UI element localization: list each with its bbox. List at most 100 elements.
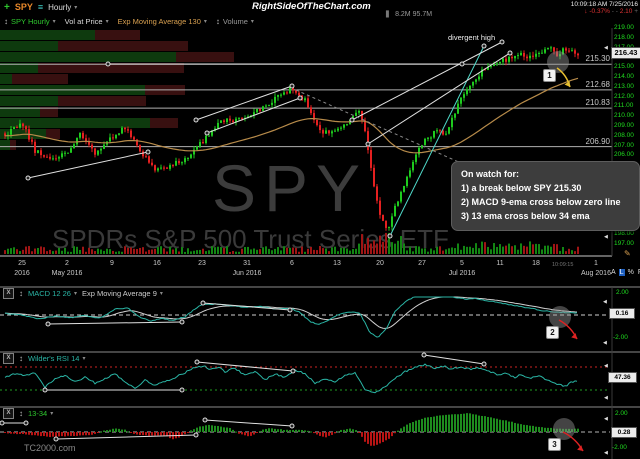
price-axis-label: 206.00 <box>614 151 634 159</box>
sr-level-label: 206.90 <box>585 136 610 146</box>
macd-dropdown[interactable]: MACD 12 26 ▾ <box>28 289 77 298</box>
add-symbol-icon[interactable]: + <box>4 1 10 13</box>
sr-level-label: 210.83 <box>585 98 610 108</box>
axis-marker-icon: ◀ <box>604 234 608 240</box>
tc2000-watermark: TC2000.com <box>24 443 76 453</box>
change-percent: -0.37% <box>589 8 610 15</box>
chevron-down-icon: ▾ <box>52 18 56 25</box>
resize-icon: ↕ <box>19 289 23 298</box>
scale-buttons: A L% F <box>610 269 640 276</box>
rsi-panel-header: X ↕ Wilder's RSI 14 ▾ <box>3 353 85 364</box>
indicator-bar: ↕ SPY Hourly ▾ Vol at Price ▾ Exp Moving… <box>0 14 254 28</box>
axis-marker-icon: ◀ <box>604 45 608 51</box>
macd-axis-bottom: -2.00 <box>613 334 628 341</box>
annotation-badge-3[interactable]: 3 <box>548 438 561 451</box>
divergent-high-annotation[interactable]: divergent high <box>448 33 496 42</box>
rsi-dropdown[interactable]: Wilder's RSI 14 ▾ <box>28 354 86 363</box>
date-tick: 31 <box>243 260 251 267</box>
annotation-badge-2[interactable]: 2 <box>546 326 559 339</box>
date-tick: 16 <box>153 260 161 267</box>
chevron-down-icon: ▾ <box>73 291 77 297</box>
callout-line: 3) 13 ema cross below 34 ema <box>461 210 590 221</box>
chevron-down-icon: ▾ <box>203 18 207 25</box>
macd-value-box: 0.16 <box>609 308 635 319</box>
date-tick: 11 <box>496 260 504 267</box>
date-month-label: May 2016 <box>51 270 83 277</box>
candle-icon: ▋ <box>386 12 391 18</box>
date-tick: 2 <box>65 260 69 267</box>
resize-icon: ↕ <box>19 354 23 363</box>
price-axis-label: 212.00 <box>614 92 634 100</box>
date-month-label: Aug 2016 <box>581 270 611 277</box>
macd-panel-header: X ↕ MACD 12 26 ▾ Exp Moving Average 9 ▾ <box>3 288 163 299</box>
price-axis-label: 209.00 <box>614 122 634 129</box>
chevron-down-icon: ▾ <box>105 18 109 25</box>
close-icon[interactable]: X <box>3 408 14 419</box>
date-month-label: Jun 2016 <box>232 270 262 277</box>
axis-marker-icon: ◀ <box>604 395 608 401</box>
ema130-dropdown[interactable]: Exp Moving Average 130 ▾ <box>117 16 207 26</box>
down-arrow-icon: ↓ <box>584 8 588 15</box>
watch-note-callout[interactable]: On watch for: 1) a break below SPY 215.3… <box>451 161 640 231</box>
site-watermark: RightSideOfTheChart.com <box>252 1 371 12</box>
macd-axis-top: 2.00 <box>616 289 629 296</box>
date-tick: 23 <box>198 260 206 267</box>
callout-line: On watch for: <box>461 169 519 179</box>
period-dropdown[interactable]: Hourly ▾ <box>48 2 78 12</box>
callout-line: 2) MACD 9-ema cross below zero line <box>461 196 621 207</box>
price-axis-label: 218.00 <box>614 33 634 41</box>
symbol-watermark: SPY <box>212 151 369 225</box>
price-axis-label: 213.00 <box>614 82 634 90</box>
list-icon[interactable]: ≡ <box>37 2 44 12</box>
price-axis-label: 208.00 <box>614 131 634 139</box>
clock: 10:09:18 AM 7/25/2016 <box>570 1 638 8</box>
price-axis-label: 210.00 <box>614 112 634 120</box>
scale-button-%[interactable]: % <box>627 269 634 276</box>
vol-at-price-dropdown[interactable]: Vol at Price ▾ <box>64 16 109 26</box>
date-month-label: 2016 <box>14 270 30 277</box>
pencil-icon[interactable]: ✎ <box>624 249 631 258</box>
price-axis-label: 214.00 <box>614 73 634 80</box>
current-price-box: 216.43 <box>611 47 640 59</box>
date-tick: 18 <box>532 260 540 267</box>
volume-dropdown[interactable]: ↕ Volume ▾ <box>215 16 254 26</box>
axis-marker-icon: ◀ <box>604 416 608 422</box>
close-icon[interactable]: X <box>3 288 14 299</box>
date-tick: 9 <box>110 260 114 267</box>
symbol-label[interactable]: SPY <box>14 2 33 12</box>
date-tick: 1 <box>594 260 598 267</box>
change-value: 2.10 <box>619 8 633 15</box>
rsi-value-box: 47.36 <box>608 372 637 383</box>
diff-axis-bottom: -2.00 <box>612 444 627 451</box>
scale-button-F[interactable]: F <box>637 269 640 276</box>
ema-diff-dropdown[interactable]: 13-34 ▾ <box>28 409 54 418</box>
date-tick: 13 <box>333 260 341 267</box>
toolbar: + SPY ≡ Hourly ▾ <box>0 0 77 14</box>
volume-stats: ▋ 8.2M 95.7M <box>386 11 433 18</box>
axis-marker-icon: ◀ <box>603 340 607 346</box>
price-axis-label: 211.00 <box>614 102 634 110</box>
price-axis-label: 207.00 <box>614 141 634 149</box>
close-icon[interactable]: X <box>3 353 14 364</box>
chevron-down-icon: ▾ <box>74 4 78 11</box>
price-axis-label: 215.00 <box>614 63 634 71</box>
chart-series-dropdown[interactable]: ↕ SPY Hourly ▾ <box>4 16 56 26</box>
price-axis-label: 197.00 <box>614 239 634 247</box>
ema-diff-panel-header: X ↕ 13-34 ▾ <box>3 408 53 419</box>
annotation-badge-1[interactable]: 1 <box>543 69 556 82</box>
date-tick: 27 <box>418 260 426 267</box>
diff-axis-top: 2.00 <box>615 410 628 417</box>
date-month-label: Jul 2016 <box>448 270 476 277</box>
price-axis-label: 198.00 <box>614 229 634 237</box>
macd-signal-dropdown[interactable]: Exp Moving Average 9 ▾ <box>81 289 163 298</box>
quote-change-row: ↓ -0.37% - - 2.10 + <box>584 8 638 15</box>
axis-marker-icon: ◀ <box>603 299 607 305</box>
current-time-marker: 10:09:15 <box>552 262 574 268</box>
date-tick: 5 <box>460 260 464 267</box>
scale-button-A[interactable]: A <box>611 269 616 276</box>
diff-value-box: 0.28 <box>611 427 637 438</box>
date-tick: 6 <box>290 260 294 267</box>
scale-button-L[interactable]: L <box>618 269 625 276</box>
